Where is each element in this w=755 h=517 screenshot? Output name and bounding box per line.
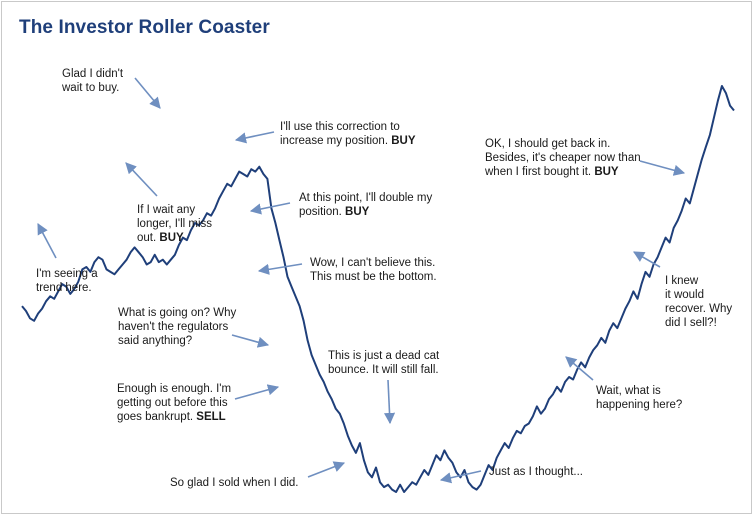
annotation-missout: If I wait any longer, I'll miss out. BUY — [137, 204, 212, 244]
annotation-line: I'm seeing a — [36, 268, 98, 280]
annotation-arrow-bottom — [257, 263, 303, 275]
annotation-line: Glad I didn't — [62, 68, 124, 80]
annotation-arrow-trend — [37, 223, 57, 259]
annotation-line: happening here? — [596, 399, 682, 411]
annotation-arrow-glad — [134, 77, 161, 109]
annotation-arrow-getback — [639, 160, 686, 176]
annotation-action: BUY — [594, 166, 619, 178]
annotation-line: OK, I should get back in. — [485, 138, 610, 150]
annotation-line: increase my position. BUY — [280, 135, 416, 147]
annotation-line: recover. Why — [665, 303, 732, 315]
annotation-line: At this point, I'll double my — [299, 192, 432, 204]
annotation-glad: Glad I didn't wait to buy. — [61, 68, 124, 94]
annotation-trend: I'm seeing a trend here. — [36, 268, 98, 294]
annotation-arrow-double — [249, 202, 291, 215]
chart-title: The Investor Roller Coaster — [19, 17, 270, 38]
annotation-arrow-gladsold — [307, 461, 346, 478]
annotation-double: At this point, I'll double my position. B… — [299, 192, 432, 218]
annotation-getback: OK, I should get back in. Besides, it's c… — [484, 138, 641, 178]
annotation-line: it would — [665, 289, 704, 301]
annotation-arrow-deadcat — [383, 379, 396, 425]
annotation-line: goes bankrupt. SELL — [117, 411, 226, 423]
annotation-line: haven't the regulators — [118, 321, 228, 333]
annotation-line: trend here. — [36, 282, 92, 294]
annotation-arrow-regulators — [231, 334, 270, 348]
annotation-arrow-enough — [234, 384, 280, 400]
annotation-line: Just as I thought... — [489, 466, 583, 478]
annotation-line: This must be the bottom. — [310, 271, 437, 283]
annotation-line: wait to buy. — [61, 82, 119, 94]
annotation-line: If I wait any — [137, 204, 195, 216]
annotation-action: BUY — [345, 206, 370, 218]
annotation-correction: I'll use this correction to increase my p… — [280, 121, 416, 147]
annotation-gladsold: So glad I sold when I did. — [170, 477, 299, 489]
annotation-enough: Enough is enough. I'm getting out before … — [117, 383, 231, 423]
annotation-action: SELL — [196, 411, 225, 423]
annotation-justas: Just as I thought... — [489, 466, 583, 478]
annotation-action: BUY — [159, 232, 184, 244]
annotation-arrow-missout — [125, 162, 158, 197]
annotation-deadcat: This is just a dead cat bounce. It will s… — [328, 350, 440, 376]
annotation-bottom: Wow, I can't believe this. This must be t… — [310, 257, 437, 283]
price-line-series — [21, 85, 735, 493]
annotation-line: What is going on? Why — [118, 307, 237, 319]
annotation-arrow-correction — [234, 131, 275, 144]
annotation-action: BUY — [391, 135, 416, 147]
annotation-arrow-knew — [633, 251, 661, 268]
annotation-line: This is just a dead cat — [328, 350, 440, 362]
annotation-line: Enough is enough. I'm — [117, 383, 231, 395]
annotation-line: said anything? — [118, 335, 192, 347]
annotation-line: Besides, it's cheaper now than — [485, 152, 641, 164]
annotation-wait: Wait, what is happening here? — [596, 385, 682, 411]
annotation-line: Wait, what is — [596, 385, 661, 397]
annotation-line: longer, I'll miss — [137, 218, 212, 230]
annotation-arrow-justas — [439, 470, 482, 484]
annotation-line: So glad I sold when I did. — [170, 477, 299, 489]
annotation-line: getting out before this — [117, 397, 228, 409]
annotation-knew: I knew it would recover. Why did I sell?! — [665, 275, 732, 329]
annotation-regulators: What is going on? Why haven't the regulat… — [118, 307, 237, 347]
annotation-line: position. BUY — [299, 206, 370, 218]
annotation-line: out. BUY — [137, 232, 184, 244]
annotation-line: bounce. It will still fall. — [328, 364, 439, 376]
annotation-line: when I first bought it. BUY — [484, 166, 619, 178]
annotation-line: did I sell?! — [665, 317, 717, 329]
annotation-line: Wow, I can't believe this. — [310, 257, 435, 269]
annotation-line: I knew — [665, 275, 699, 287]
annotation-line: I'll use this correction to — [280, 121, 400, 133]
annotation-arrow-wait — [565, 356, 594, 381]
